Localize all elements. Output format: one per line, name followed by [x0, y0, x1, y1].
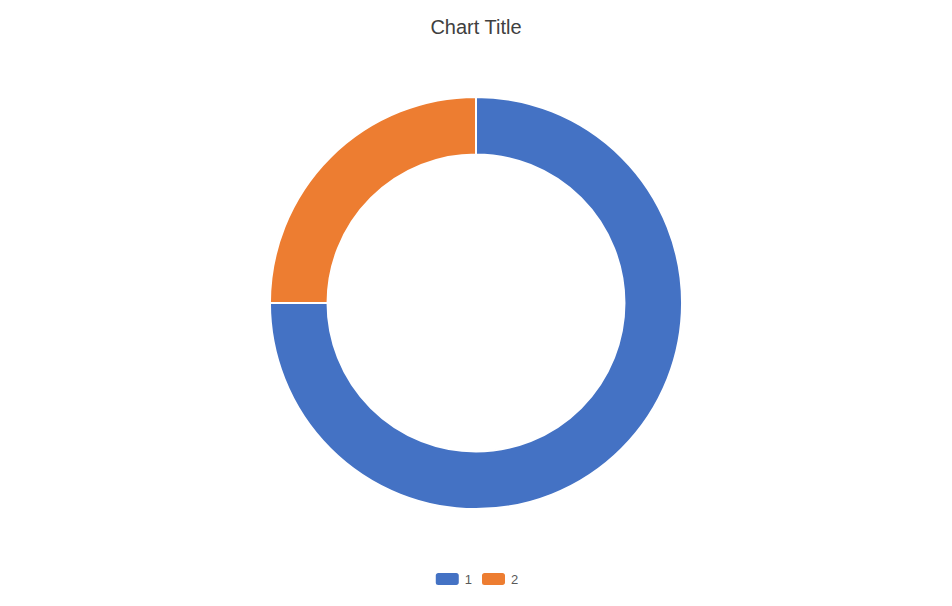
svg-text:Chart Title: Chart Title: [430, 16, 521, 38]
svg-text:2: 2: [511, 572, 518, 587]
svg-text:1: 1: [465, 572, 472, 587]
